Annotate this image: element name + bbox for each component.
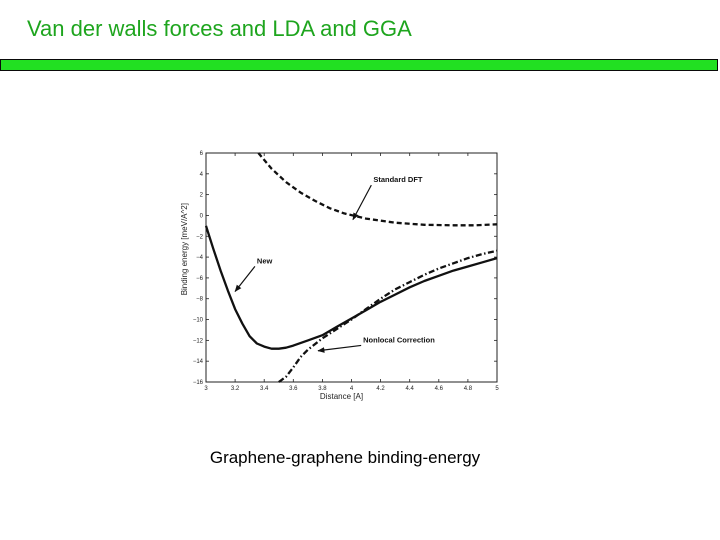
- y-tick-label: −10: [193, 318, 204, 324]
- y-tick-label: 2: [200, 193, 204, 199]
- slide-title: Van der walls forces and LDA and GGA: [27, 16, 412, 41]
- annotation-label: New: [257, 256, 273, 265]
- annotation-label: Standard DFT: [373, 175, 423, 184]
- y-tick-label: 6: [200, 151, 204, 157]
- x-tick-label: 4.2: [376, 386, 385, 392]
- x-tick-label: 3.4: [260, 386, 269, 392]
- series-line-solid: [204, 225, 498, 350]
- x-tick-label: 3: [204, 386, 208, 392]
- x-tick-label: 3.2: [231, 386, 240, 392]
- y-tick-label: 4: [200, 172, 204, 178]
- y-tick-label: −4: [196, 255, 204, 261]
- x-tick-label: 4.4: [406, 386, 415, 392]
- plot-frame: [205, 152, 498, 383]
- plot-annotations: Standard DFT New Nonlocal Correction: [234, 175, 435, 353]
- y-tick-label: −6: [196, 276, 204, 282]
- y-tick-label: −14: [193, 359, 204, 365]
- x-tick-label: 3.8: [318, 386, 327, 392]
- x-tick-label: 4: [350, 386, 354, 392]
- annotation-arrow: [317, 344, 362, 353]
- x-tick-label: 4.6: [435, 386, 444, 392]
- annotation-arrow: [352, 184, 372, 221]
- x-tick-label: 3.6: [289, 386, 298, 392]
- series-line-dashdot: [278, 249, 498, 383]
- axis-ticks: 3 3.2 3.4 3.6 3.8 4 4.2 4.4 4.6 4.8 5 6 4 2 0 −2 −4 −6 −8 −…: [193, 151, 500, 392]
- title-divider-bar: [0, 59, 718, 71]
- x-tick-label: 4.8: [464, 386, 473, 392]
- x-tick-label: 5: [495, 386, 499, 392]
- annotation-arrow: [234, 265, 256, 293]
- y-tick-label: −16: [193, 380, 204, 386]
- y-tick-label: −8: [196, 297, 204, 303]
- figure-caption: Graphene-graphene binding-energy: [209, 448, 481, 467]
- annotation-label: Nonlocal Correction: [363, 335, 435, 344]
- y-tick-label: −2: [196, 234, 204, 240]
- plot-axes: [205, 152, 498, 383]
- y-tick-label: −12: [193, 338, 204, 344]
- x-axis-label: Distance [A]: [320, 392, 363, 401]
- y-tick-label: 0: [200, 213, 204, 219]
- series-line-dashed: [257, 152, 498, 227]
- binding-energy-chart: 3 3.2 3.4 3.6 3.8 4 4.2 4.4 4.6 4.8 5 6 4 2 0 −2 −4 −6 −8 −…: [180, 151, 500, 401]
- y-axis-label: Binding energy [meV/A^2]: [180, 203, 189, 295]
- plot-series: [204, 152, 498, 383]
